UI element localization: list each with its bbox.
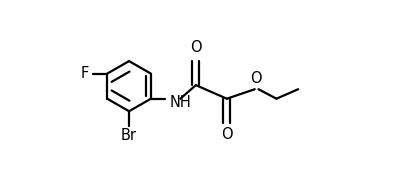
Text: O: O bbox=[190, 40, 202, 55]
Text: O: O bbox=[221, 127, 233, 142]
Text: F: F bbox=[80, 66, 88, 81]
Text: NH: NH bbox=[170, 95, 191, 110]
Text: Br: Br bbox=[121, 127, 137, 143]
Text: O: O bbox=[250, 71, 262, 86]
